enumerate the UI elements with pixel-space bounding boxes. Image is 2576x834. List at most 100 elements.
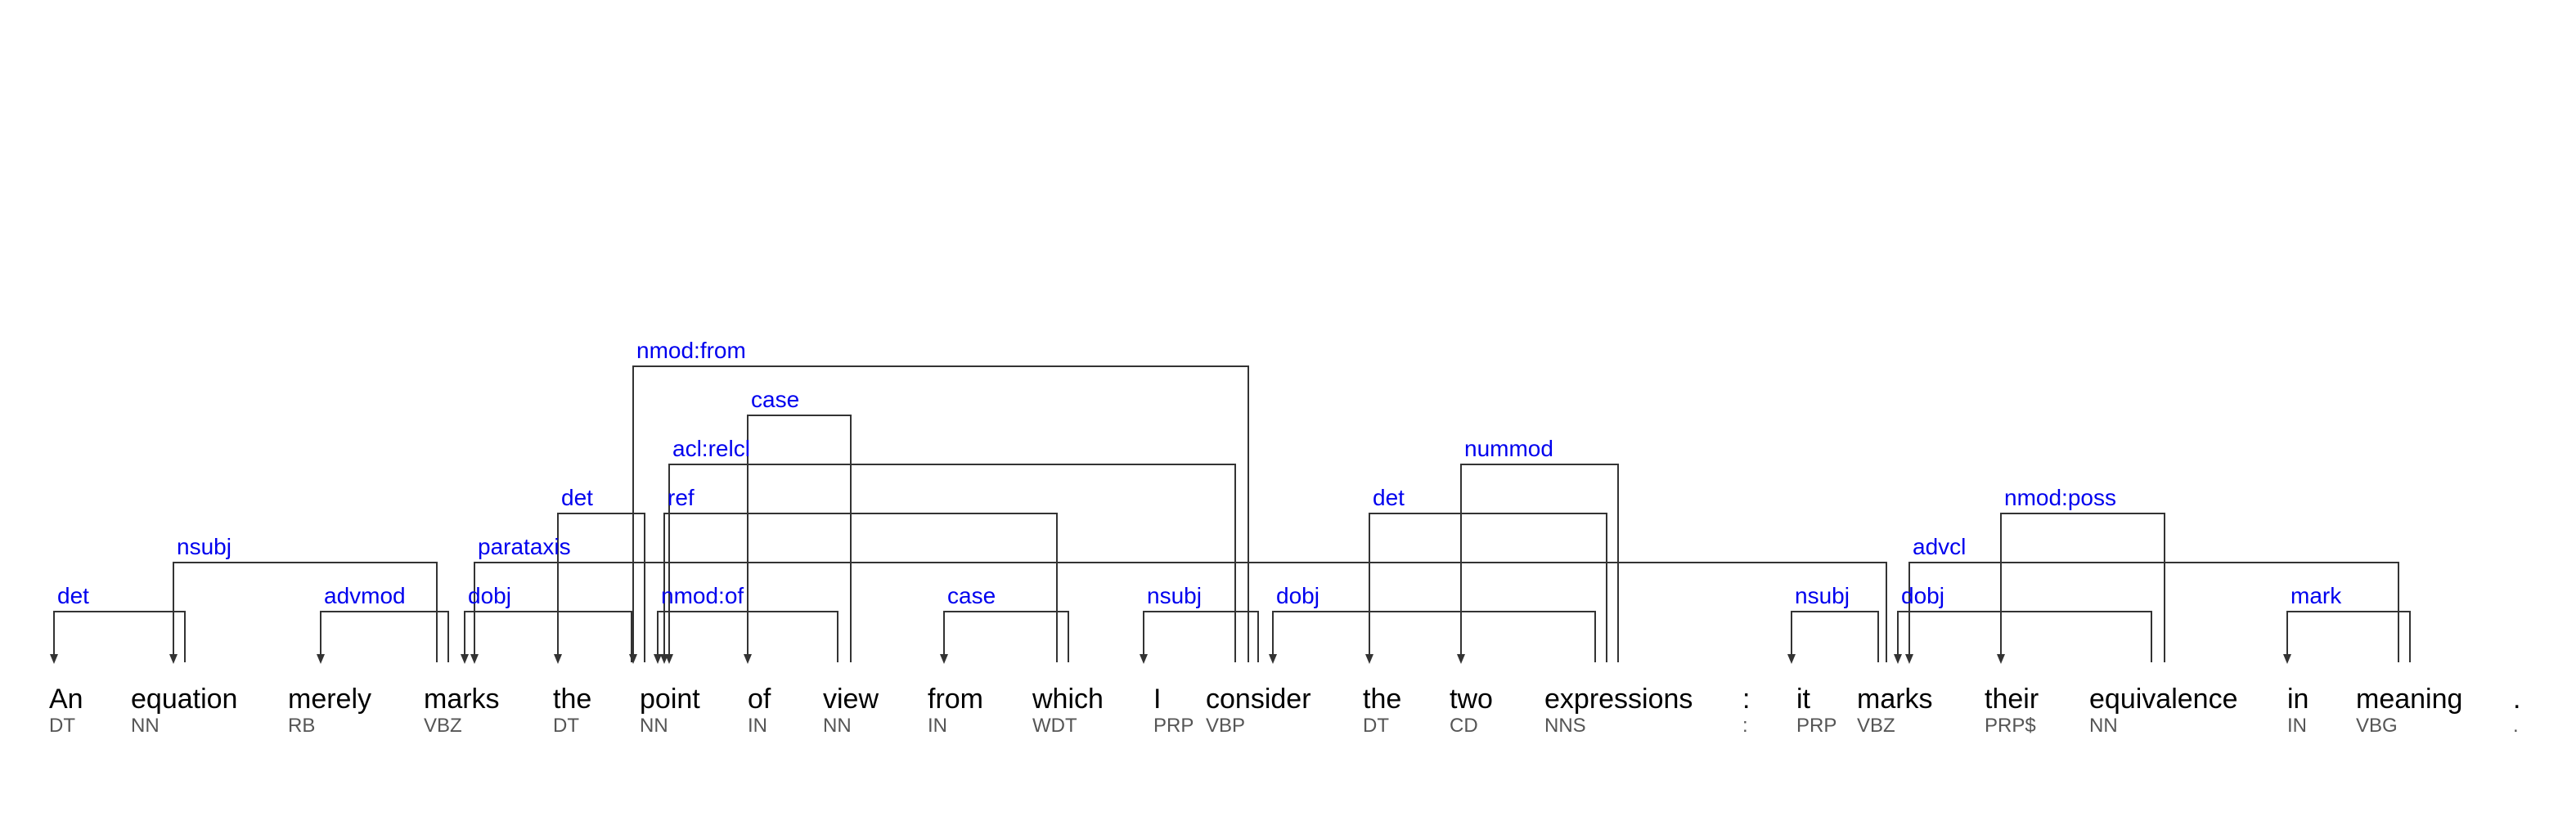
arrowhead-icon [1894,654,1902,664]
pos-tag: IN [748,715,767,737]
pos-tag: VBP [1206,715,1245,737]
pos-tag: PRP [1153,715,1194,737]
arrowhead-icon [744,654,752,664]
dependency-label: nsubj [1795,583,1850,608]
dependency-label: nsubj [177,534,232,559]
pos-tag: NN [2089,715,2118,737]
token-word: their [1985,684,2039,715]
dependency-label: advcl [1913,534,1966,559]
dependency-arc [1269,611,1596,664]
dependency-arc [461,611,632,664]
dependency-label: case [751,387,799,412]
arc-line [557,513,645,662]
token-word: point [640,684,700,715]
token-word: meaning [2356,684,2462,715]
arrowhead-icon [317,654,325,664]
pos-tag: DT [553,715,579,737]
token-word: the [553,684,591,715]
dependency-arc [50,611,186,664]
token-word: from [928,684,983,715]
dependency-label: det [1373,485,1405,510]
token-word: expressions [1544,684,1693,715]
pos-tag: VBZ [424,715,462,737]
dependency-label: nummod [1464,436,1553,461]
token-word: marks [1857,684,1933,715]
token-word: marks [424,684,500,715]
pos-tag: WDT [1032,715,1077,737]
dependency-arc [554,513,645,664]
pos-tag: DT [1363,715,1389,737]
token-row: AnDTequationNNmerelyRBmarksVBZtheDTpoint… [49,684,2520,737]
dependency-arc [940,611,1069,664]
dependency-arc [1457,464,1619,664]
arc-line [632,365,1249,662]
token-word: equivalence [2089,684,2237,715]
dependency-arc [744,415,852,664]
token-word: in [2287,684,2309,715]
arc-line [668,464,1236,662]
arrowhead-icon [1787,654,1796,664]
pos-tag: RB [288,715,315,737]
token-word: An [49,684,83,715]
pos-tag: CD [1450,715,1478,737]
pos-tag: NNS [1544,715,1586,737]
pos-tag: VBG [2356,715,2398,737]
token-word: which [1032,684,1104,715]
arc-line [1791,611,1879,662]
dependency-label: nmod:poss [2004,485,2116,510]
dependency-label: dobj [468,583,511,608]
dependency-arcs [50,365,2411,664]
arrowhead-icon [461,654,469,664]
arc-line [53,611,186,662]
arrowhead-icon [1997,654,2005,664]
arc-line [320,611,449,662]
arc-line [2286,611,2411,662]
token-word: equation [131,684,237,715]
arrowhead-icon [1140,654,1148,664]
dependency-label: advmod [324,583,406,608]
arc-line [1897,611,2152,662]
dependency-arc [1787,611,1879,664]
dependency-arc [470,562,1887,664]
dependency-label: acl:relcl [672,436,750,461]
arc-line [663,513,1058,662]
arc-line [2000,513,2165,662]
dependency-arc [1894,611,2152,664]
dependency-arc [1997,513,2165,664]
token: .. [2513,684,2520,737]
pos-tag: IN [928,715,947,737]
arrowhead-icon [1457,654,1465,664]
dependency-label: nsubj [1147,583,1202,608]
arrowhead-icon [554,654,562,664]
pos-tag: NN [823,715,852,737]
arc-line [1272,611,1596,662]
dependency-arc [660,513,1058,664]
token-word: consider [1206,684,1311,715]
dependency-arc [2283,611,2411,664]
token-word: two [1450,684,1493,715]
arrowhead-icon [654,654,662,664]
arrowhead-icon [2283,654,2291,664]
dependency-label: dobj [1901,583,1944,608]
dependency-arc [169,562,438,664]
dependency-arc [1365,513,1607,664]
dependency-arc [665,464,1236,664]
pos-tag: : [1742,715,1748,737]
dependency-arc [1140,611,1259,664]
pos-tag: NN [131,715,160,737]
dependency-label: case [947,583,996,608]
token-word: it [1796,684,1811,715]
